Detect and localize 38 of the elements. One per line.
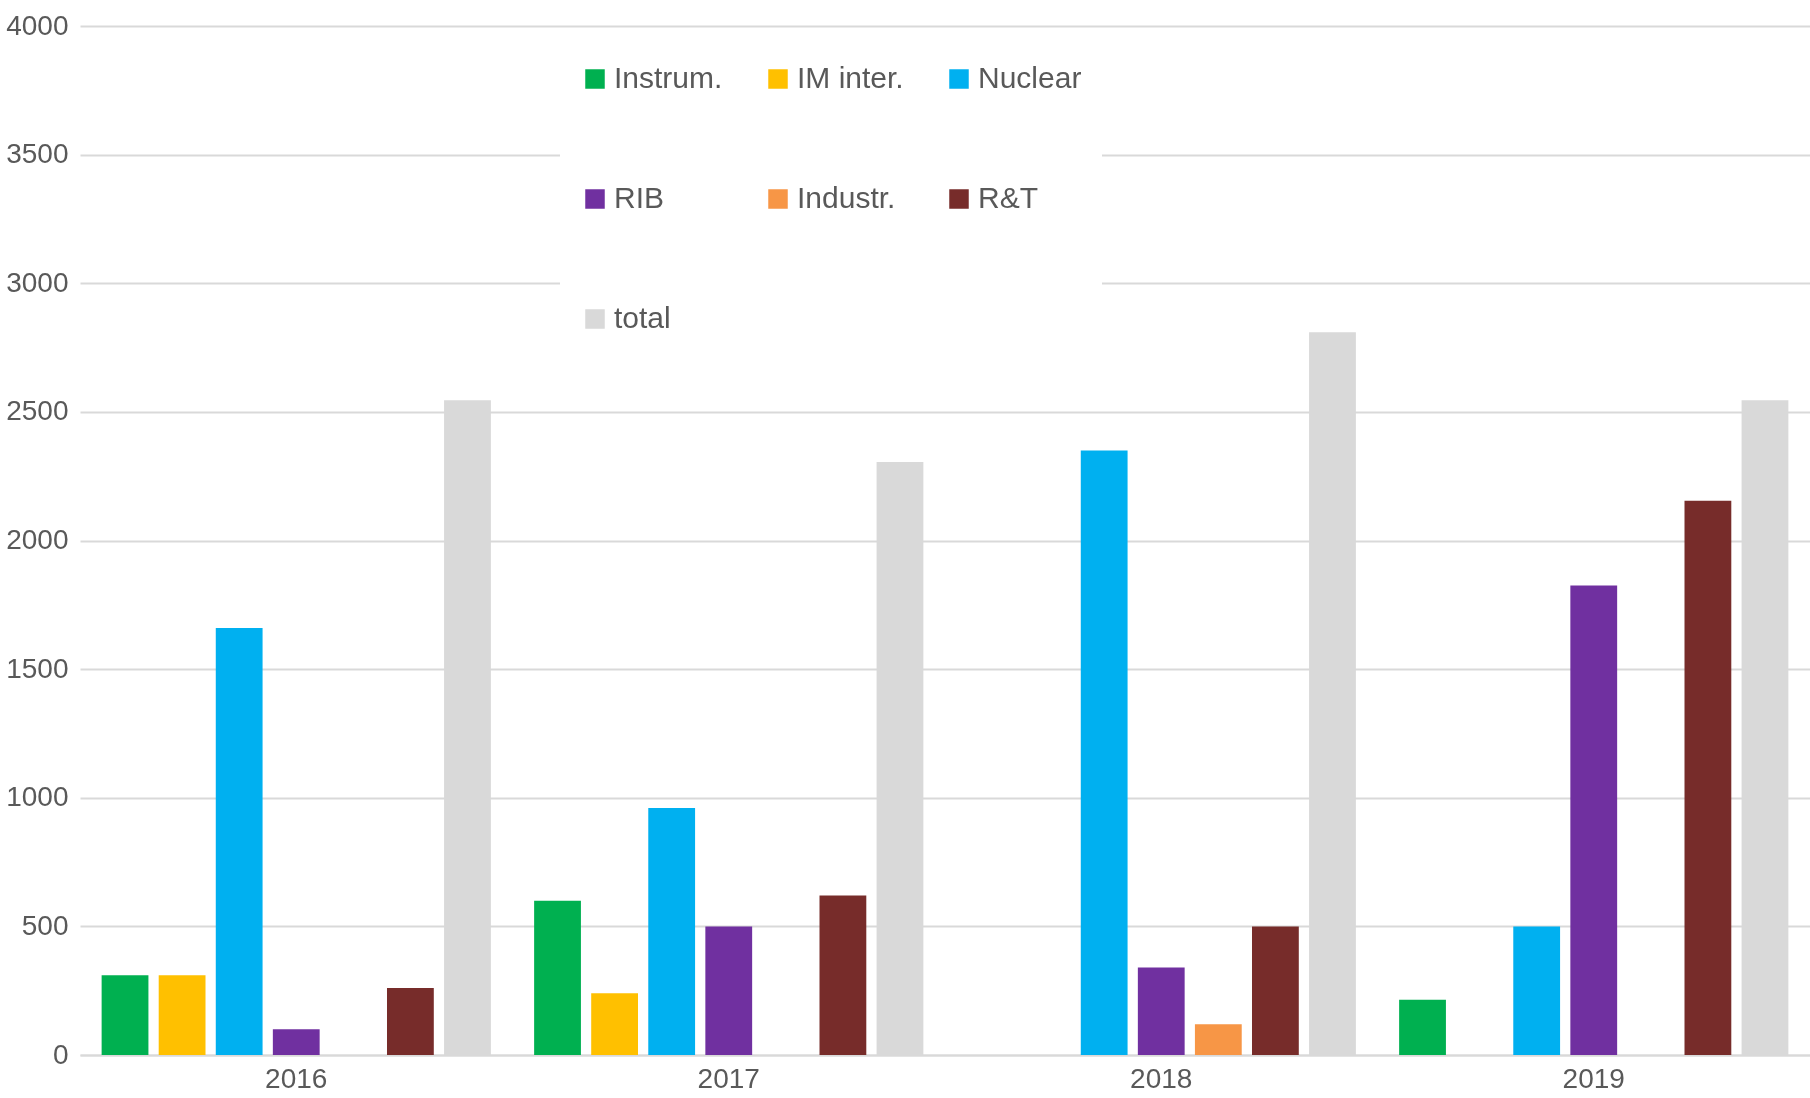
bar <box>1684 500 1732 1055</box>
bar <box>158 975 206 1055</box>
x-tick-label: 2018 <box>1130 1062 1193 1094</box>
bar <box>591 993 638 1055</box>
x-tick-label: 2016 <box>265 1062 328 1094</box>
legend-label: total <box>614 301 671 334</box>
bar <box>101 975 149 1055</box>
bar <box>272 1029 320 1055</box>
legend-label: Nuclear <box>978 61 1082 94</box>
legend-label: Instrum. <box>614 61 723 94</box>
legend-label: R&T <box>978 181 1038 214</box>
bar <box>1570 585 1618 1055</box>
bar <box>819 895 867 1055</box>
bar <box>1137 967 1185 1055</box>
y-tick-label: 2000 <box>6 524 69 555</box>
y-tick-label: 2500 <box>6 395 69 427</box>
bar <box>215 627 263 1055</box>
y-tick-label: 0 <box>52 1038 69 1070</box>
legend-label: Industr. <box>797 181 896 214</box>
bar <box>705 926 753 1055</box>
y-tick-label: 3500 <box>6 138 69 170</box>
bar <box>1513 926 1561 1055</box>
bar <box>648 808 696 1055</box>
bar <box>534 900 581 1055</box>
bar <box>1252 926 1299 1055</box>
legend-label: RIB <box>614 181 665 214</box>
y-tick-label: 1000 <box>6 781 69 813</box>
legend-label: IM inter. <box>797 61 904 94</box>
bar <box>1194 1024 1242 1055</box>
x-tick-label: 2017 <box>697 1062 760 1094</box>
bar <box>387 988 434 1055</box>
bar <box>1399 999 1446 1055</box>
y-tick-label: 4000 <box>6 9 69 41</box>
y-tick-label: 500 <box>21 909 69 941</box>
bar <box>1080 450 1128 1055</box>
x-tick-label: 2019 <box>1562 1062 1625 1094</box>
y-tick-label: 1500 <box>6 652 69 684</box>
y-tick-label: 3000 <box>6 266 69 298</box>
